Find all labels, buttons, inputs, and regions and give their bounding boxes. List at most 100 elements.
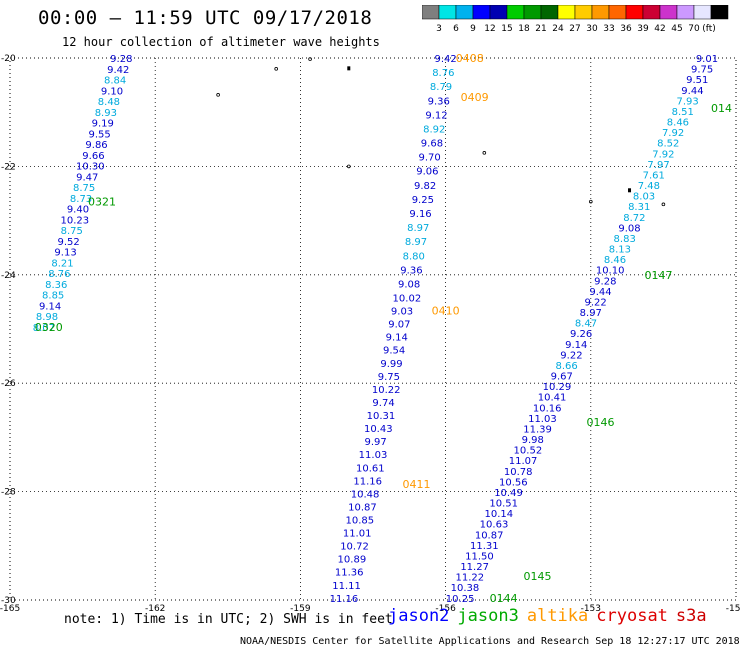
colorbar-label: (ft) — [702, 24, 716, 34]
wave-height-value: 10.56 — [499, 477, 528, 488]
wave-height-value: 9.99 — [380, 359, 402, 370]
colorbar-label: 70 — [688, 24, 700, 34]
wave-height-value: 9.26 — [570, 329, 592, 340]
wave-height-value: 8.92 — [423, 124, 445, 135]
wave-height-value: 9.66 — [82, 151, 104, 162]
wave-height-value: 9.70 — [419, 153, 441, 164]
wave-height-value: 7.97 — [647, 160, 669, 171]
colorbar-label: 24 — [552, 24, 564, 34]
wave-height-value: 9.97 — [365, 437, 387, 448]
wave-height-value: 11.07 — [509, 456, 538, 467]
wave-height-value: 10.48 — [351, 489, 380, 500]
wave-height-value: 9.86 — [85, 140, 107, 151]
island-marker — [216, 93, 220, 97]
wave-height-value: 8.83 — [614, 234, 636, 245]
legend-entry-altika: altika — [526, 606, 589, 626]
wave-height-value: 8.79 — [430, 82, 452, 93]
wave-height-value: 11.03 — [359, 450, 388, 461]
wave-height-value: 10.63 — [480, 520, 509, 531]
wave-height-value: 9.36 — [428, 96, 450, 107]
wave-height-value: 9.44 — [681, 86, 703, 97]
wave-height-value: 10.02 — [393, 294, 422, 305]
wave-height-value: 11.27 — [460, 562, 489, 573]
plot-frame — [9, 57, 737, 601]
wave-height-value: 10.16 — [533, 403, 562, 414]
wave-height-value: 9.36 — [400, 265, 422, 276]
colorbar-label: 27 — [569, 24, 580, 34]
wave-height-value: 8.47 — [575, 319, 597, 330]
x-tick-label: -156 — [435, 604, 456, 614]
wave-height-value: 8.46 — [667, 118, 689, 129]
wave-height-value: 8.84 — [104, 76, 126, 87]
wave-height-value: 9.40 — [67, 205, 89, 216]
wave-height-value: 10.52 — [514, 446, 543, 457]
x-tick-label: -162 — [145, 604, 165, 614]
wave-height-value: 9.19 — [92, 119, 114, 130]
wave-height-value: 11.03 — [528, 414, 557, 425]
pass-label: 0320 — [35, 321, 63, 334]
wave-height-value: 8.13 — [609, 245, 631, 256]
pass-label: 0145 — [524, 570, 552, 583]
wave-height-value: 10.89 — [338, 555, 367, 566]
page-title: 00:00 – 11:59 UTC 09/17/2018 — [38, 7, 373, 29]
x-tick-label: -165 — [0, 604, 20, 614]
wave-height-value: 11.36 — [335, 568, 364, 579]
colorbar-label: 9 — [470, 24, 476, 34]
wave-height-value: 10.72 — [340, 542, 369, 553]
wave-height-value: 9.28 — [594, 276, 616, 287]
wave-height-value: 9.13 — [54, 248, 76, 259]
y-tick-label: -20 — [1, 54, 16, 64]
legend-entry-s3a: s3a — [675, 606, 707, 626]
wave-height-value: 7.92 — [652, 149, 674, 160]
y-tick-label: -30 — [1, 596, 16, 606]
wave-height-value: 10.49 — [494, 488, 523, 499]
island-marker — [628, 188, 632, 193]
colorbar-label: 6 — [453, 24, 459, 34]
credit-line: NOAA/NESDIS Center for Satellite Applica… — [240, 636, 740, 647]
island-marker — [661, 202, 666, 207]
y-tick-label: -28 — [1, 488, 16, 498]
wave-height-value: 10.14 — [485, 509, 514, 520]
wave-height-value: 8.97 — [405, 237, 427, 248]
wave-height-value: 7.48 — [638, 181, 660, 192]
wave-height-value: 8.76 — [432, 68, 454, 79]
colorbar-label: 33 — [603, 24, 614, 34]
x-tick-label: -159 — [290, 604, 311, 614]
wave-height-value: 10.51 — [489, 499, 518, 510]
wave-height-value: 9.06 — [416, 167, 438, 178]
colorbar-label: 21 — [535, 24, 546, 34]
wave-height-value: 9.14 — [565, 340, 587, 351]
wave-height-value: 8.73 — [70, 194, 92, 205]
wave-height-value: 9.74 — [372, 398, 394, 409]
wave-height-value: 8.52 — [657, 139, 679, 150]
wave-height-value: 9.44 — [589, 287, 611, 298]
pass-label: 0410 — [432, 305, 460, 318]
wave-height-value: 8.75 — [73, 183, 95, 194]
wave-height-value: 9.28 — [110, 54, 132, 65]
wave-height-value: 11.50 — [465, 551, 494, 562]
wave-height-value: 10.38 — [451, 583, 480, 594]
wave-height-value: 10.87 — [348, 502, 377, 513]
wave-height-value: 9.07 — [388, 320, 410, 331]
island-marker — [308, 57, 312, 61]
wave-height-value: 8.21 — [51, 258, 73, 269]
wave-height-value: 9.67 — [551, 372, 573, 383]
wave-height-value: 10.22 — [372, 385, 401, 396]
wave-height-value: 10.41 — [538, 393, 567, 404]
colorbar-label: 3 — [436, 24, 442, 34]
colorbar-swatch — [710, 5, 729, 20]
wave-height-value: 7.92 — [662, 128, 684, 139]
wave-height-value: 9.98 — [522, 435, 544, 446]
wave-height-value: 10.87 — [475, 530, 504, 541]
wave-height-value: 9.14 — [386, 333, 408, 344]
wave-height-value: 9.42 — [107, 65, 129, 76]
wave-height-value: 9.75 — [378, 372, 400, 383]
wave-height-value: 11.39 — [523, 424, 552, 435]
colorbar-label: 18 — [518, 24, 530, 34]
satellite-legend: jason2 jason3 altika cryosat s3a — [388, 606, 715, 626]
wave-height-value: 8.76 — [48, 269, 70, 280]
wave-height-value: 9.10 — [101, 86, 123, 97]
wave-height-value: 8.98 — [36, 312, 58, 323]
colorbar: 3 6 9 12 15 18 21 24 27 30 33 36 39 42 45 70 (ft) — [422, 5, 729, 34]
wave-height-value: 11.16 — [330, 594, 359, 605]
